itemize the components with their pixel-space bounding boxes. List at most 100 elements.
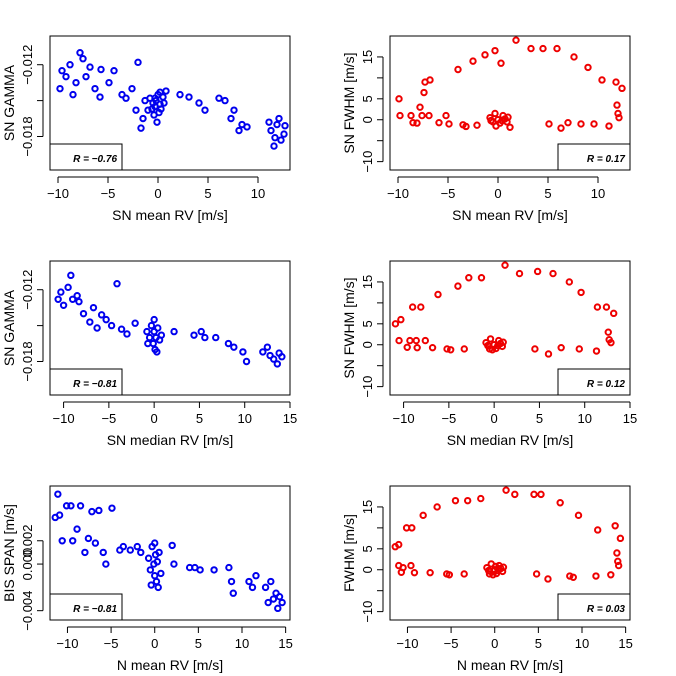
data-point	[443, 345, 451, 353]
data-point	[88, 507, 96, 516]
x-tick-label: 15	[283, 411, 297, 426]
x-tick-label: −5	[441, 186, 456, 201]
y-axis-label: SN FWHM [m/s]	[341, 277, 357, 378]
y-tick-label: 0	[360, 341, 375, 348]
y-tick-label: 5	[360, 320, 375, 327]
data-point	[91, 84, 99, 93]
data-point	[108, 504, 116, 512]
data-point	[89, 303, 98, 312]
data-point	[261, 583, 270, 592]
plot-frame	[389, 485, 631, 621]
x-axis: −10 −5 0 5 10 SN mean RV [m/s]	[47, 176, 265, 223]
data-point	[477, 494, 485, 503]
data-point	[84, 534, 93, 543]
data-point	[195, 99, 203, 107]
data-point	[118, 90, 126, 99]
data-point	[168, 541, 176, 550]
data-point	[553, 44, 561, 53]
x-tick-label: −10	[387, 186, 409, 201]
data-point	[210, 566, 218, 574]
correlation-box-frame	[557, 143, 631, 171]
x-axis-label: SN mean RV [m/s]	[452, 207, 568, 223]
correlation-label: R = −0.76	[73, 154, 117, 165]
data-point	[426, 76, 434, 84]
data-point	[137, 124, 145, 132]
data-point	[492, 122, 500, 130]
data-point	[73, 291, 81, 300]
data-point	[613, 101, 621, 109]
y-axis-label: SN GAMMA	[1, 64, 17, 141]
correlation-label: R = 0.17	[587, 154, 626, 165]
data-point	[489, 571, 497, 579]
data-point	[502, 486, 510, 494]
data-point	[416, 103, 424, 111]
x-tick-label: −5	[101, 411, 116, 426]
data-point	[170, 560, 178, 568]
data-point	[68, 537, 77, 545]
data-point	[273, 360, 282, 368]
data-point	[227, 577, 236, 586]
x-tick-label: −5	[104, 636, 119, 651]
data-point	[433, 503, 441, 511]
data-point	[133, 542, 141, 551]
data-point	[616, 534, 625, 543]
data-point	[143, 327, 151, 336]
data-point	[221, 96, 229, 105]
data-point	[397, 315, 405, 324]
data-points	[391, 261, 618, 358]
data-point	[170, 327, 178, 336]
data-point	[79, 55, 87, 63]
data-point	[201, 106, 209, 114]
x-axis: −10 −5 0 5 10 15 N mean RV [m/s]	[56, 626, 293, 673]
x-tick-label: 0	[491, 636, 498, 651]
x-axis: −10 −5 0 5 10 15 N mean RV [m/s]	[396, 626, 633, 673]
data-point	[107, 321, 116, 330]
x-tick-label: 15	[618, 636, 632, 651]
data-point	[615, 113, 623, 122]
data-point	[446, 346, 455, 354]
data-point	[176, 90, 184, 99]
data-point	[110, 66, 118, 75]
data-points	[391, 486, 625, 583]
data-point	[545, 120, 553, 128]
data-point	[62, 502, 71, 510]
data-point	[473, 121, 481, 129]
data-point	[265, 118, 273, 126]
x-tick-label: 0	[151, 411, 158, 426]
data-point	[146, 566, 155, 574]
data-point	[155, 548, 163, 557]
data-point	[515, 269, 524, 278]
data-point	[119, 542, 128, 551]
y-tick-label: 5	[360, 545, 375, 552]
data-point	[76, 49, 84, 57]
correlation-box: R = −0.81	[49, 368, 123, 396]
data-point	[584, 63, 592, 72]
data-point	[128, 84, 136, 93]
data-point	[58, 537, 66, 545]
data-point	[395, 336, 403, 345]
data-point	[145, 333, 154, 342]
data-point	[227, 114, 235, 123]
x-tick-label: 15	[278, 636, 292, 651]
data-point	[618, 84, 626, 93]
data-point	[131, 319, 139, 327]
data-point	[556, 499, 564, 507]
data-point	[154, 583, 162, 592]
data-point	[243, 123, 251, 131]
data-point	[575, 345, 583, 353]
data-point	[157, 569, 165, 578]
data-point	[156, 88, 164, 96]
x-tick-label: −5	[444, 636, 459, 651]
data-point	[451, 496, 460, 505]
data-point	[67, 271, 75, 280]
data-point	[62, 72, 70, 81]
data-point	[263, 343, 272, 351]
y-tick-label: 0	[360, 566, 375, 573]
data-point	[593, 303, 602, 311]
